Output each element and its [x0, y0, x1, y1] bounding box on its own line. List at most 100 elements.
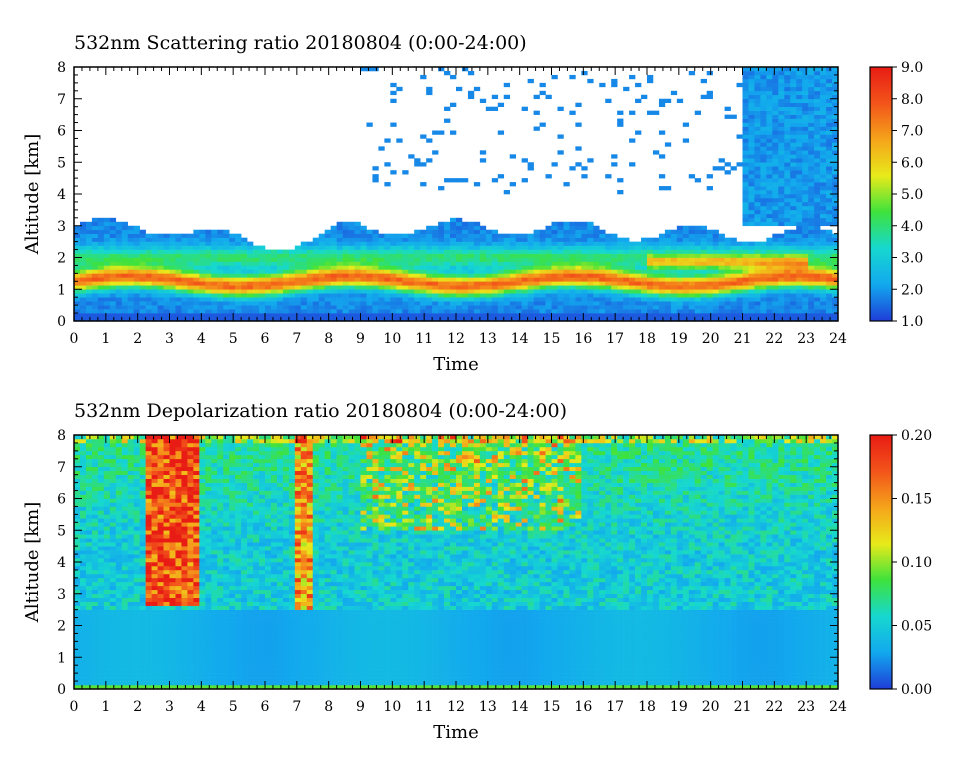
heatmap-cell [384, 285, 391, 290]
heatmap-cell [306, 313, 314, 318]
heatmap-cell [229, 261, 236, 266]
heatmap-cell [300, 305, 308, 310]
heatmap-cell [420, 233, 427, 238]
heatmap-cell [456, 305, 463, 310]
heatmap-cell [265, 281, 272, 286]
heatmap-cell [79, 301, 87, 306]
heatmap-cell [157, 245, 164, 250]
heatmap-cell [408, 297, 415, 302]
heatmap-cell [832, 138, 839, 143]
heatmap-cell [151, 534, 158, 539]
heatmap-cell [133, 609, 140, 614]
heatmap-cell [551, 237, 558, 242]
heatmap-cell [151, 454, 158, 460]
heatmap-cell [497, 317, 505, 322]
heatmap-cell [396, 289, 403, 294]
heatmap-cell [485, 293, 493, 298]
heatmap-cell [790, 74, 797, 80]
heatmap-cell [444, 225, 451, 231]
heatmap-cell [832, 158, 839, 163]
heatmap-cell [312, 253, 320, 258]
heatmap-cell [91, 297, 99, 302]
heatmap-cell [103, 293, 111, 298]
heatmap-cell [91, 494, 99, 499]
heatmap-cell [127, 510, 134, 515]
heatmap-cell [109, 609, 117, 614]
heatmap-cell [103, 534, 111, 539]
heatmap-cell [706, 309, 713, 314]
heatmap-cell [826, 289, 833, 294]
heatmap-cell [450, 269, 457, 274]
heatmap-cell [450, 257, 457, 262]
heatmap-cell [832, 122, 839, 127]
heatmap-cell [551, 269, 558, 274]
heatmap-cell [109, 601, 117, 606]
heatmap-cell [103, 261, 111, 266]
heatmap-cell [265, 313, 272, 318]
heatmap-cell [420, 229, 427, 234]
heatmap-cell [97, 550, 105, 555]
heatmap-cell [533, 281, 540, 286]
heatmap-cell [79, 253, 87, 258]
heatmap-cell [109, 621, 117, 626]
heatmap-cell [336, 225, 343, 231]
heatmap-cell [97, 565, 105, 571]
heatmap-cell [515, 317, 522, 322]
heatmap-cell [348, 241, 355, 246]
heatmap-cell [85, 241, 93, 246]
heatmap-cell [808, 313, 815, 318]
heatmap-cell [557, 277, 564, 282]
heatmap-cell [259, 253, 266, 258]
heatmap-cell [820, 305, 827, 310]
heatmap-cell [181, 285, 188, 290]
heatmap-cell [115, 673, 123, 678]
heatmap-cell [342, 249, 349, 254]
heatmap-cell [754, 166, 761, 171]
heatmap-cell [121, 257, 129, 262]
heatmap-cell [814, 245, 821, 250]
heatmap-cell [205, 305, 212, 310]
heatmap-cell [456, 289, 463, 294]
heatmap-cell [402, 317, 409, 322]
heatmap-cell [599, 273, 606, 278]
heatmap-cell [587, 257, 594, 262]
heatmap-cell [336, 313, 343, 318]
heatmap-cell [700, 301, 707, 306]
heatmap-cell [808, 162, 815, 167]
heatmap-cell [217, 273, 224, 278]
heatmap-cell [91, 554, 99, 559]
heatmap-cell [306, 317, 314, 322]
heatmap-cell [139, 462, 146, 468]
heatmap-cell [91, 482, 99, 487]
heatmap-cell [103, 474, 111, 479]
heatmap-cell [151, 462, 158, 468]
heatmap-cell [790, 134, 797, 139]
heatmap-cell [682, 293, 690, 298]
heatmap-cell [784, 130, 791, 135]
heatmap-cell [539, 249, 546, 254]
heatmap-cell [145, 261, 152, 266]
heatmap-cell [187, 281, 194, 286]
heatmap-cell [432, 281, 439, 286]
heatmap-cell [664, 277, 672, 282]
heatmap-cell [127, 653, 134, 658]
heatmap-cell [97, 225, 105, 231]
heatmap-cell [145, 446, 152, 452]
heatmap-cell [772, 70, 779, 76]
heatmap-cell [491, 293, 499, 298]
heatmap-cell [581, 166, 588, 171]
heatmap-cell [563, 281, 570, 286]
heatmap-cell [808, 114, 815, 119]
heatmap-cell [766, 86, 773, 92]
heatmap-cell [378, 305, 385, 310]
heatmap-cell [736, 301, 743, 306]
heatmap-cell [115, 269, 123, 274]
heatmap-cell [390, 281, 397, 286]
heatmap-cell [652, 257, 660, 262]
heatmap-cell [796, 182, 803, 187]
heatmap-cell [330, 313, 337, 318]
heatmap-cell [808, 98, 815, 104]
heatmap-cell [139, 518, 146, 523]
heatmap-cell [115, 277, 123, 282]
heatmap-cell [515, 277, 522, 282]
